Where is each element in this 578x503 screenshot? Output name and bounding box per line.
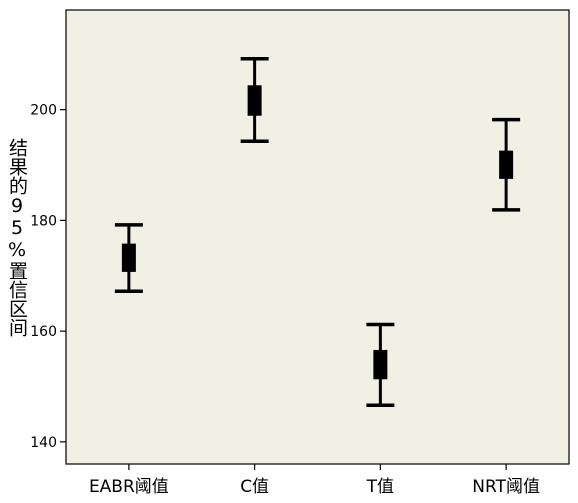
x-tick-label: NRT阈值	[472, 477, 540, 497]
plot-area	[65, 9, 570, 465]
y-tick-label: 200	[30, 103, 57, 119]
x-tick-label: T值	[366, 477, 394, 497]
error-bar	[114, 223, 143, 294]
error-bar	[492, 117, 521, 212]
x-tick-label: C值	[240, 477, 269, 497]
mean-box	[121, 243, 136, 272]
error-bar	[240, 56, 269, 143]
error-bar	[366, 322, 395, 408]
error-bars	[114, 56, 521, 408]
x-tick-label: EABR阈值	[89, 477, 169, 497]
y-tick-label: 140	[30, 435, 57, 451]
y-axis: 140 160 180 200	[30, 103, 66, 451]
y-tick-label: 180	[30, 213, 57, 229]
y-axis-label: 结果的95%置信区间	[6, 138, 28, 337]
mean-box	[247, 85, 262, 116]
y-tick-label: 160	[30, 324, 57, 340]
mean-box	[373, 349, 388, 380]
mean-box	[499, 150, 514, 179]
x-axis: EABR阈值 C值 T值 NRT阈值	[89, 464, 540, 497]
